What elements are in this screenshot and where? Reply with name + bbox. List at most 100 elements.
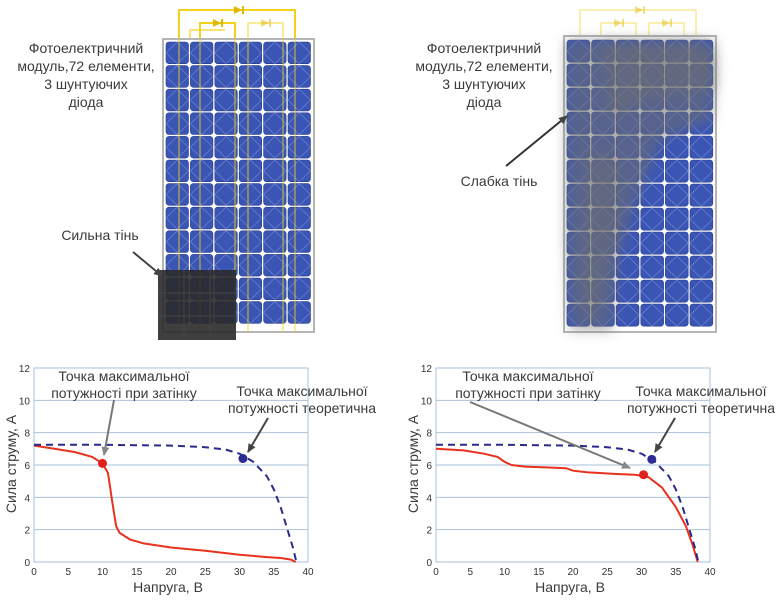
- x-tick-label: 15: [533, 567, 545, 578]
- module-label-line: 3 шунтуючих: [442, 76, 526, 92]
- solar-cell: [165, 230, 189, 253]
- cell-pattern: [238, 65, 263, 88]
- x-tick-label: 25: [200, 567, 212, 578]
- solar-cell: [665, 183, 689, 207]
- cell-pattern: [689, 207, 714, 231]
- y-tick-label: 12: [421, 364, 433, 375]
- mpp-shaded-label: потужності при затінку: [455, 385, 601, 401]
- strong-shade-label: Сильна тінь: [61, 227, 138, 243]
- cell-pattern: [640, 255, 665, 279]
- x-tick-label: 0: [433, 567, 439, 578]
- cell-pattern: [640, 207, 665, 231]
- solar-cell: [190, 136, 214, 159]
- y-tick-label: 6: [426, 461, 432, 472]
- weak-shade-pointer: [505, 115, 568, 167]
- y-tick-label: 8: [426, 429, 432, 440]
- solar-cell: [165, 88, 189, 112]
- cell-pattern: [189, 206, 214, 230]
- module-label-line: діода: [69, 94, 104, 110]
- cell-pattern: [689, 135, 714, 159]
- solar-cell: [165, 159, 189, 183]
- weak-shade: [566, 40, 716, 330]
- x-tick-label: 40: [302, 567, 314, 578]
- cell-pattern: [214, 159, 238, 183]
- solar-cell: [287, 159, 311, 183]
- cell-pattern: [640, 303, 665, 327]
- solar-cell: [190, 159, 214, 183]
- cell-pattern: [689, 231, 714, 255]
- cell-pattern: [189, 88, 214, 112]
- cell-pattern: [165, 112, 189, 135]
- solar-cell: [238, 41, 262, 65]
- solar-cell: [689, 159, 714, 183]
- y-tick-label: 0: [24, 558, 30, 569]
- y-tick-label: 2: [426, 526, 432, 537]
- cell-pattern: [214, 41, 238, 65]
- solar-cell: [640, 279, 664, 303]
- solar-cell: [287, 230, 311, 253]
- solar-cell: [689, 303, 714, 327]
- shaded-iv-curve: [435, 447, 699, 563]
- y-tick-label: 2: [24, 526, 30, 537]
- solar-cell: [689, 255, 714, 279]
- solar-cell: [190, 41, 214, 65]
- left-string-wires: [178, 39, 296, 332]
- cell-pattern: [238, 41, 263, 65]
- solar-cell: [287, 183, 311, 206]
- solar-cell: [689, 135, 714, 159]
- solar-cell: [287, 65, 311, 88]
- mpp-theoretical-label: Точка максимальної: [236, 383, 367, 399]
- mpp-theoretical-point: [647, 454, 657, 464]
- module-label-line: діода: [467, 94, 502, 110]
- cell-pattern: [689, 183, 714, 207]
- y-tick-label: 4: [426, 493, 432, 504]
- cell-pattern: [189, 230, 214, 253]
- x-tick-label: 30: [234, 567, 246, 578]
- weak-shade-label: Слабка тінь: [461, 173, 538, 189]
- strong-shade: [158, 270, 236, 340]
- cell-pattern: [263, 277, 287, 301]
- strong-shade-pointer: [132, 251, 163, 277]
- solar-cell: [615, 255, 640, 279]
- theoretical-iv-curve: [34, 443, 298, 563]
- cell-pattern: [165, 41, 189, 65]
- solar-cell: [287, 254, 311, 277]
- chart-gridlines: [435, 367, 711, 563]
- cell-pattern: [238, 253, 263, 277]
- solar-cell: [238, 277, 262, 301]
- cell-pattern: [165, 88, 189, 112]
- x-tick-label: 35: [670, 567, 682, 578]
- solar-cell: [190, 112, 214, 135]
- solar-cell: [214, 88, 238, 112]
- cell-pattern: [263, 159, 287, 183]
- chart-gridlines: [33, 367, 309, 563]
- solar-cell: [190, 65, 214, 88]
- right-bypass-diodes: [614, 6, 672, 27]
- module-label-line: Фотоелектричний: [427, 40, 541, 56]
- mpp-shaded-pointer: [469, 401, 631, 469]
- cell-pattern: [189, 41, 214, 65]
- cell-pattern: [165, 206, 189, 230]
- cell-pattern: [165, 135, 189, 159]
- module-label-line: модуль,72 елементи,: [415, 58, 552, 74]
- solar-cell: [665, 207, 689, 231]
- mpp-shaded-label: Точка максимальної: [462, 368, 593, 384]
- solar-cell: [190, 230, 214, 253]
- mpp-theoretical-pointer: [247, 417, 269, 453]
- cell-pattern: [189, 159, 214, 183]
- solar-cell: [238, 206, 262, 230]
- cell-pattern: [238, 159, 263, 183]
- iv-chart-left: 0 2 4 6 8 10 12 0 5 10 15 20 25 30 35 40 Точка максима…: [3, 364, 376, 595]
- cell-pattern: [263, 41, 287, 65]
- mpp-theoretical-pointer: [654, 417, 676, 453]
- cell-pattern: [263, 206, 287, 230]
- solar-cell: [238, 65, 262, 88]
- cell-pattern: [263, 135, 287, 159]
- mpp-theoretical-label: потужності теоретична: [627, 400, 775, 416]
- x-tick-label: 30: [636, 567, 648, 578]
- solar-cell: [190, 183, 214, 206]
- solar-cell: [287, 112, 311, 135]
- cell-pattern: [689, 159, 714, 183]
- solar-cell: [165, 112, 189, 135]
